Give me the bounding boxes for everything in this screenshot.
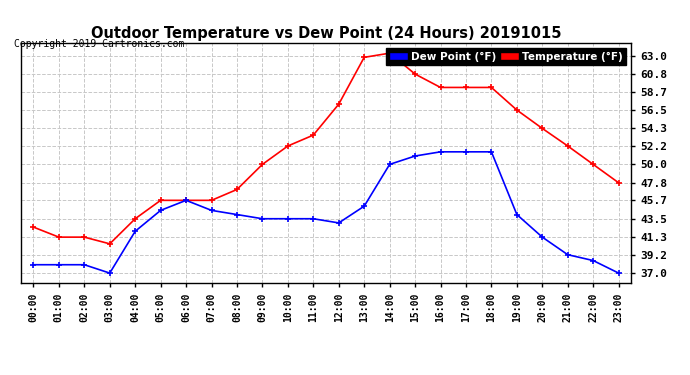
Title: Outdoor Temperature vs Dew Point (24 Hours) 20191015: Outdoor Temperature vs Dew Point (24 Hou… (91, 26, 561, 40)
Legend: Dew Point (°F), Temperature (°F): Dew Point (°F), Temperature (°F) (386, 48, 626, 64)
Text: Copyright 2019 Cartronics.com: Copyright 2019 Cartronics.com (14, 39, 184, 50)
